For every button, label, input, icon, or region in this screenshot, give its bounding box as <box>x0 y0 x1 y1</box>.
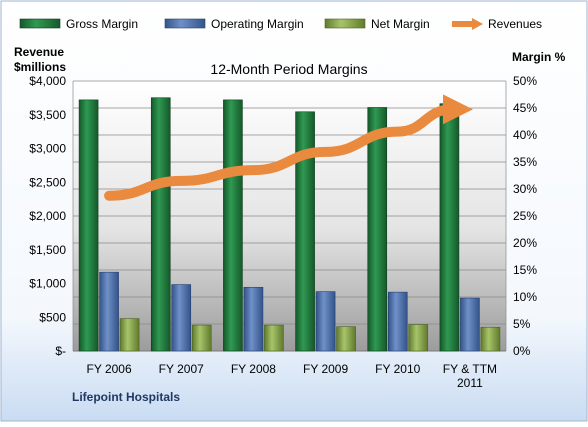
bar <box>191 324 212 352</box>
bars <box>78 97 501 352</box>
bar <box>223 99 243 352</box>
x-tick-label: FY 2008 <box>231 362 276 376</box>
bar <box>315 291 336 352</box>
right-tick-label: 35% <box>513 155 537 169</box>
right-tick-label: 10% <box>513 290 537 304</box>
legend-label: Gross Margin <box>66 17 138 31</box>
bar <box>150 97 171 352</box>
bar <box>480 326 501 352</box>
right-tick-label: 30% <box>513 182 537 196</box>
left-tick-label: $3,000 <box>29 142 66 156</box>
bar <box>264 324 284 352</box>
left-axis-label-line2: $millions <box>14 60 66 74</box>
x-tick-label: FY 2007 <box>159 362 204 376</box>
bar <box>336 326 356 352</box>
legend-swatch <box>19 18 61 29</box>
legend-arrow-head <box>472 18 483 30</box>
bar <box>387 291 408 352</box>
legend-label: Operating Margin <box>211 17 304 31</box>
right-tick-label: 5% <box>513 317 531 331</box>
bar <box>439 103 460 352</box>
legend-swatch <box>164 18 206 29</box>
legend-label: Net Margin <box>371 17 430 31</box>
legend-swatch <box>324 18 366 29</box>
x-tick-label: FY & TTM <box>443 362 497 376</box>
x-tick-labels: FY 2006 FY 2007 FY 2008 FY 2009 FY 2010 FY & … <box>87 362 498 390</box>
bar <box>119 318 140 352</box>
right-tick-label: 40% <box>513 128 537 142</box>
left-tick-label: $500 <box>39 310 66 324</box>
bar <box>171 284 192 352</box>
left-tick-label: $2,000 <box>29 209 66 223</box>
company-label: Lifepoint Hospitals <box>72 390 180 404</box>
legend: Gross Margin Operating Margin Net Margin Re… <box>19 17 542 31</box>
x-tick-label: FY 2006 <box>87 362 132 376</box>
bar <box>99 271 119 352</box>
left-tick-label: $1,000 <box>29 277 66 291</box>
left-tick-label: $2,500 <box>29 175 66 189</box>
x-tick-label: FY 2010 <box>375 362 420 376</box>
right-tick-label: 15% <box>513 263 537 277</box>
revenue-line <box>104 94 473 201</box>
bar <box>460 297 480 352</box>
legend-label: Revenues <box>488 17 542 31</box>
left-axis-label-line1: Revenue <box>14 45 64 59</box>
right-tick-label: 50% <box>513 74 537 88</box>
bar <box>78 99 99 352</box>
right-tick-label: 0% <box>513 344 531 358</box>
bar <box>295 111 315 352</box>
right-axis-label: Margin % <box>512 50 566 64</box>
bar <box>243 286 264 352</box>
left-tick-label: $1,500 <box>29 243 66 257</box>
left-tick-label: $3,500 <box>29 108 66 122</box>
x-tick-label: FY 2009 <box>303 362 348 376</box>
bar <box>367 107 388 352</box>
right-tick-label: 45% <box>513 101 537 115</box>
bar <box>408 324 429 352</box>
right-tick-label: 20% <box>513 236 537 250</box>
right-tick-labels: 0% 5% 10% 15% 20% 25% 30% 35% 40% 45% 50% <box>513 74 537 358</box>
left-tick-label: $4,000 <box>29 74 66 88</box>
revenues-series-line <box>104 94 473 201</box>
right-tick-label: 25% <box>513 209 537 223</box>
left-tick-labels: $- $500 $1,000 $1,500 $2,000 $2,500 $3,000 $3,5… <box>29 74 66 358</box>
chart-title: 12-Month Period Margins <box>210 61 367 77</box>
left-tick-label: $- <box>55 344 66 358</box>
x-tick-label: 2011 <box>457 376 483 390</box>
